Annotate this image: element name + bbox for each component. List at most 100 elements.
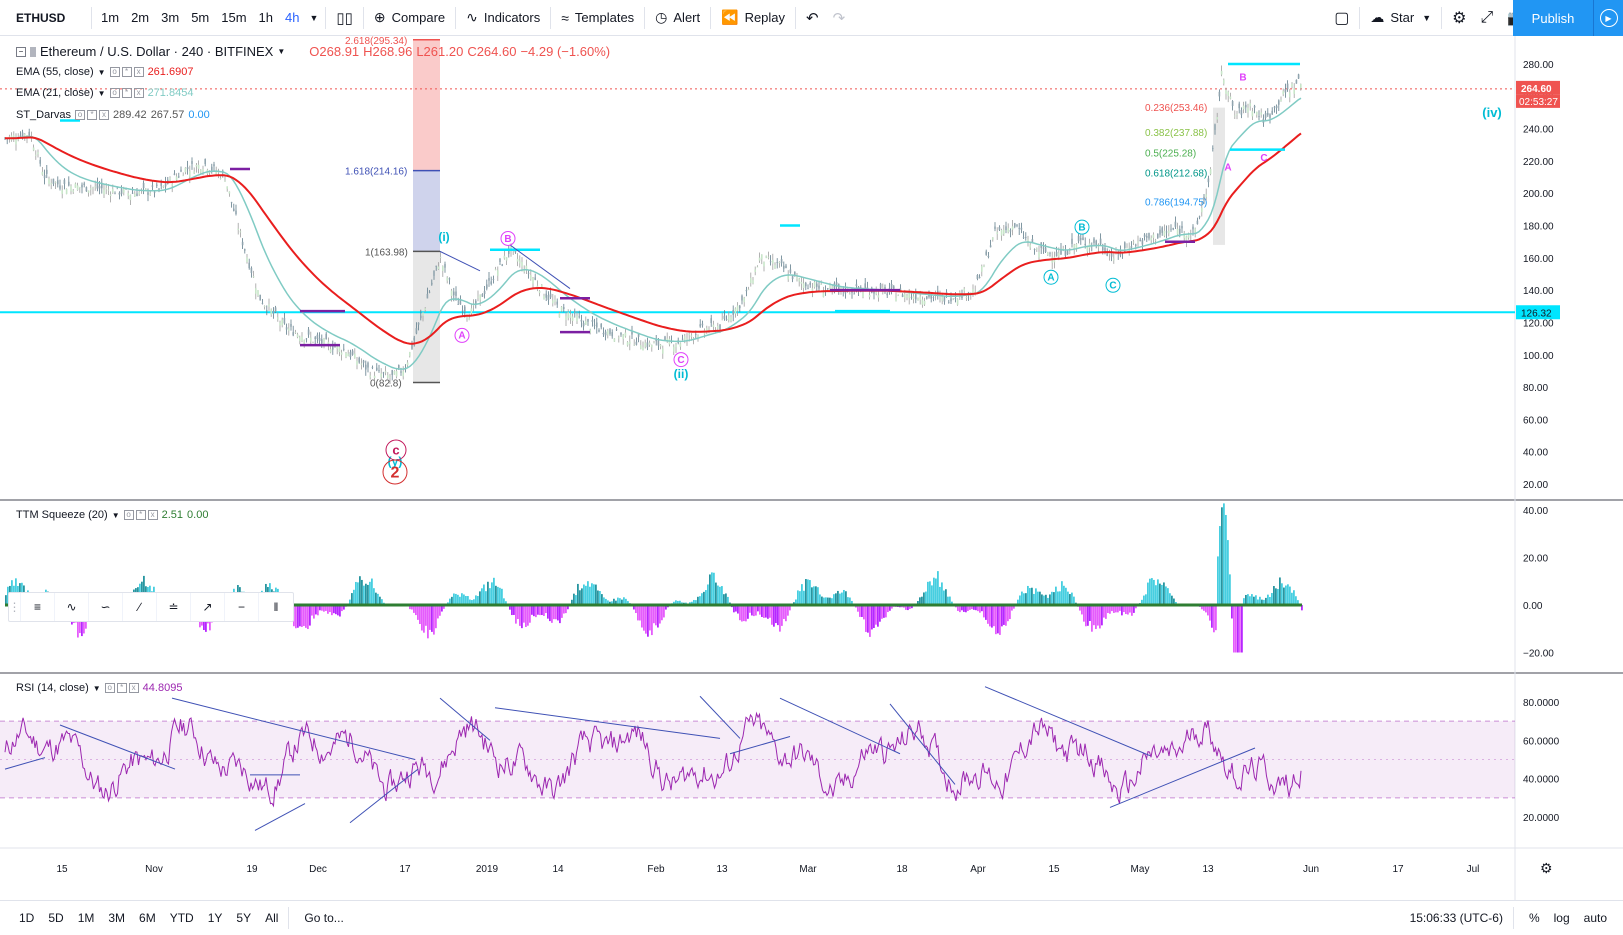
chevron-down-icon[interactable]: ▼: [277, 47, 286, 56]
close-icon[interactable]: x: [133, 88, 144, 98]
indicator-controls[interactable]: o * x: [109, 88, 144, 98]
elliott-impulse-icon[interactable]: ∿: [55, 593, 89, 621]
range-all[interactable]: All: [265, 911, 279, 925]
candle-body: [895, 297, 897, 302]
price-axis-label: 40.00: [1523, 448, 1548, 459]
range-1d[interactable]: 1D: [19, 911, 35, 925]
fan-icon[interactable]: ≐: [157, 593, 191, 621]
eye-icon[interactable]: o: [75, 110, 86, 120]
vertical-lines-icon[interactable]: ‖: [273, 600, 279, 614]
collapse-icon[interactable]: −: [16, 46, 26, 57]
close-icon[interactable]: x: [133, 67, 144, 77]
close-icon[interactable]: x: [147, 510, 158, 520]
interval-15m[interactable]: 15m: [221, 10, 247, 25]
ttm-value-2: 0.00: [187, 509, 209, 521]
indicator-controls[interactable]: o * x: [109, 67, 144, 77]
fib-levels-icon[interactable]: ≡: [21, 593, 55, 621]
drag-handle-icon[interactable]: ⋮: [9, 593, 21, 621]
ttm-bar: [979, 605, 981, 613]
gear-icon[interactable]: *: [121, 67, 132, 77]
gear-icon[interactable]: *: [121, 88, 132, 98]
undo-icon[interactable]: ↶: [806, 9, 819, 27]
replay-button[interactable]: ⏪ Replay: [721, 9, 786, 25]
gear-icon[interactable]: ⚙: [1452, 9, 1467, 27]
ttm-bar: [909, 605, 911, 609]
gear-icon[interactable]: *: [135, 510, 146, 520]
interval-dropdown-icon[interactable]: ▼: [309, 12, 319, 23]
range-6m[interactable]: 6M: [139, 911, 156, 925]
candle-body: [890, 283, 893, 289]
percent-toggle[interactable]: %: [1528, 911, 1540, 925]
ttm-bar: [965, 605, 967, 613]
auto-toggle[interactable]: auto: [1583, 911, 1607, 925]
horizontal-line-icon[interactable]: −: [225, 593, 259, 621]
ttm-bar: [765, 605, 767, 618]
candle-body: [873, 290, 875, 294]
eye-icon[interactable]: o: [123, 510, 134, 520]
candle-body: [657, 340, 660, 346]
interval-3m[interactable]: 3m: [161, 10, 180, 25]
goto-button[interactable]: Go to...: [304, 911, 344, 925]
range-1m[interactable]: 1M: [77, 911, 95, 925]
ttm-bar: [475, 595, 477, 605]
chart-area[interactable]: 280.00260.00240.00220.00200.00180.00160.…: [0, 36, 1623, 900]
indicator-controls[interactable]: o * x: [123, 510, 158, 520]
ray-icon[interactable]: ↗: [191, 593, 225, 621]
ttm-bar: [1147, 582, 1149, 605]
interval-2m[interactable]: 2m: [131, 10, 150, 25]
star-layout-button[interactable]: ☁ Star ▼: [1370, 9, 1432, 25]
eye-icon[interactable]: o: [104, 683, 115, 693]
ttm-bar: [627, 601, 629, 605]
chevron-down-icon[interactable]: ▼: [97, 67, 106, 77]
interval-1h[interactable]: 1h: [258, 10, 274, 25]
range-ytd[interactable]: YTD: [169, 911, 194, 925]
indicators-button[interactable]: ∿ Indicators: [466, 9, 541, 25]
ttm-bar: [603, 597, 605, 605]
chart-canvas[interactable]: 280.00260.00240.00220.00200.00180.00160.…: [0, 36, 1623, 900]
templates-button[interactable]: ≈ Templates: [561, 9, 635, 26]
chevron-down-icon[interactable]: ▼: [111, 510, 120, 520]
range-3m[interactable]: 3M: [108, 911, 126, 925]
indicator-controls[interactable]: o * x: [75, 110, 110, 120]
series-title[interactable]: Ethereum / U.S. Dollar · 240 · BITFINEX: [40, 44, 274, 59]
interval-4h[interactable]: 4h: [285, 10, 300, 25]
fullscreen-layout-icon[interactable]: ▢: [1334, 9, 1350, 27]
expand-icon[interactable]: ⤢: [1480, 8, 1494, 26]
range-1y[interactable]: 1Y: [207, 911, 223, 925]
play-button[interactable]: ▶: [1593, 0, 1623, 36]
redo-icon[interactable]: ↷: [832, 9, 846, 27]
elliott-correction-icon[interactable]: ∽: [89, 593, 123, 621]
gear-icon[interactable]: *: [87, 110, 98, 120]
symbol-search[interactable]: ETHUSD: [16, 10, 66, 25]
log-toggle[interactable]: log: [1553, 911, 1570, 925]
ttm-bar: [413, 605, 415, 613]
chart-type-icon[interactable]: ▯▯: [336, 9, 353, 27]
ema21-label[interactable]: EMA (21, close): [16, 87, 94, 99]
range-5y[interactable]: 5Y: [236, 911, 252, 925]
clock-timezone[interactable]: 15:06:33 (UTC-6): [1409, 911, 1503, 925]
eye-icon[interactable]: o: [109, 67, 120, 77]
candle-body: [123, 189, 125, 193]
eye-icon[interactable]: o: [109, 88, 120, 98]
interval-5m[interactable]: 5m: [191, 10, 210, 25]
chevron-down-icon[interactable]: ▼: [92, 683, 101, 693]
candle-body: [131, 192, 134, 194]
rsi-label[interactable]: RSI (14, close): [16, 682, 89, 694]
alert-button[interactable]: ◷ Alert: [655, 9, 701, 25]
indicator-controls[interactable]: o * x: [104, 683, 139, 693]
candle-body: [354, 353, 356, 359]
gear-icon[interactable]: *: [116, 683, 127, 693]
ttm-label[interactable]: TTM Squeeze (20): [16, 509, 108, 521]
interval-1m[interactable]: 1m: [101, 10, 120, 25]
trend-line-icon[interactable]: ∕: [123, 593, 157, 621]
darvas-legend: ST_Darvas o * x 289.42 267.57 0.00: [16, 109, 210, 121]
ema55-label[interactable]: EMA (55, close): [16, 66, 94, 78]
candle-body: [879, 283, 882, 289]
compare-button[interactable]: ⊕ Compare: [373, 9, 446, 25]
range-5d[interactable]: 5D: [48, 911, 64, 925]
close-icon[interactable]: x: [128, 683, 139, 693]
publish-button[interactable]: Publish: [1513, 0, 1593, 36]
chevron-down-icon[interactable]: ▼: [97, 88, 106, 98]
close-icon[interactable]: x: [99, 110, 110, 120]
darvas-label[interactable]: ST_Darvas: [16, 109, 72, 121]
